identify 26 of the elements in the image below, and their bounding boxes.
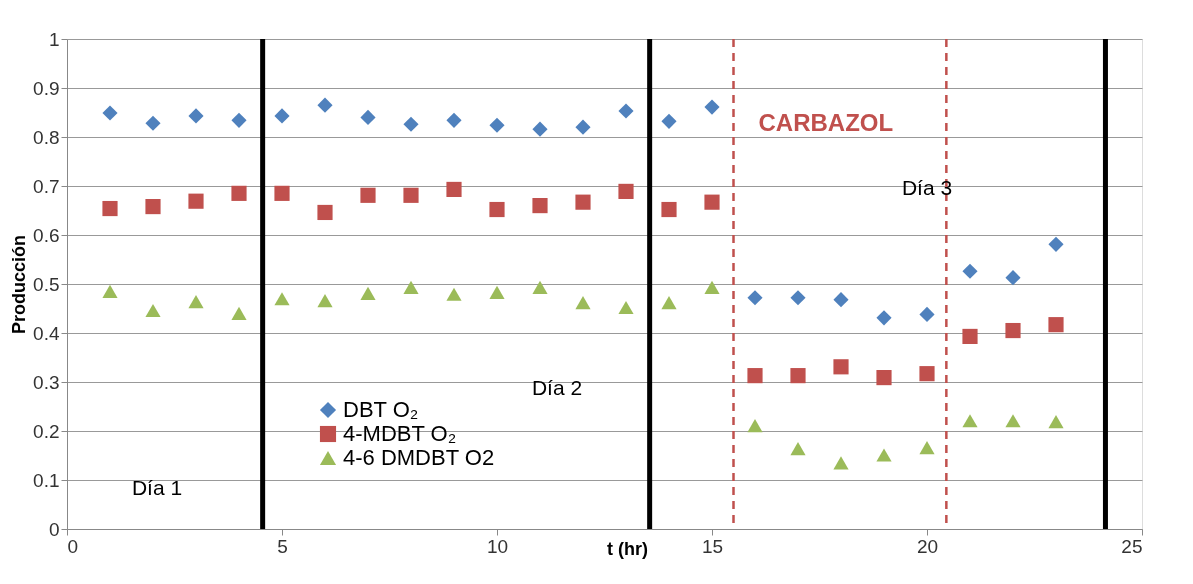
- x-tick-label: 10: [486, 535, 509, 557]
- y-tick-label: 0: [48, 518, 60, 540]
- y-tick-label: 0.3: [33, 371, 60, 393]
- y-tick-label: 0.6: [33, 224, 60, 246]
- y-tick-label: 0.2: [33, 420, 60, 442]
- annotation: Día 2: [531, 376, 583, 399]
- x-tick-label: 25: [1121, 535, 1143, 557]
- x-tick-label: 20: [916, 535, 939, 557]
- ref-line-label: CARBAZOL: [758, 109, 894, 136]
- y-tick-label: 1: [48, 28, 60, 50]
- legend-label: 4-6 DMDBT O2: [343, 445, 495, 470]
- y-tick-label: 0.7: [33, 175, 60, 197]
- legend-label: 4-MDBT O₂: [343, 421, 457, 446]
- y-tick-label: 0.4: [33, 322, 60, 344]
- y-tick-label: 0.5: [33, 273, 60, 295]
- x-tick-label: 5: [277, 535, 288, 557]
- legend-label: DBT O₂: [343, 397, 419, 422]
- annotation: Día 3: [901, 176, 953, 199]
- annotation: Día 1: [131, 476, 183, 499]
- y-tick-label: 0.1: [33, 469, 60, 491]
- y-tick-label: 0.8: [33, 126, 60, 148]
- x-tick-label: 15: [701, 535, 724, 557]
- x-tick-label: 0: [67, 535, 79, 557]
- y-tick-label: 0.9: [33, 77, 60, 99]
- y-axis-title: Producción: [9, 234, 30, 335]
- x-axis-title: t (hr): [607, 538, 648, 559]
